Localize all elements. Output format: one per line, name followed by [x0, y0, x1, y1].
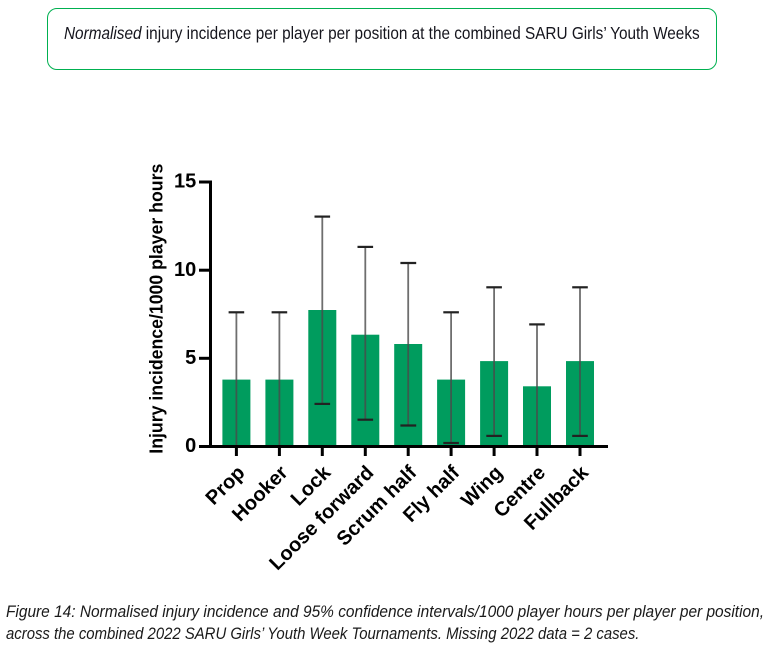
svg-text:10: 10 — [174, 259, 196, 281]
svg-text:15: 15 — [174, 171, 196, 193]
svg-text:5: 5 — [185, 347, 196, 369]
svg-text:Injury incidence/1000 player h: Injury incidence/1000 player hours — [146, 164, 167, 454]
svg-text:0: 0 — [185, 435, 196, 457]
